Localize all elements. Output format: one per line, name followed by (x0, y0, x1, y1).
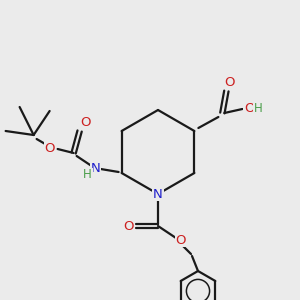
Text: O: O (176, 233, 186, 247)
Text: N: N (153, 188, 163, 200)
Text: O: O (44, 142, 55, 154)
Text: O: O (124, 220, 134, 232)
Text: H: H (83, 169, 92, 182)
Text: H: H (254, 103, 263, 116)
Text: O: O (224, 76, 235, 88)
Text: O: O (244, 103, 255, 116)
Text: N: N (91, 161, 100, 175)
Text: O: O (80, 116, 91, 130)
